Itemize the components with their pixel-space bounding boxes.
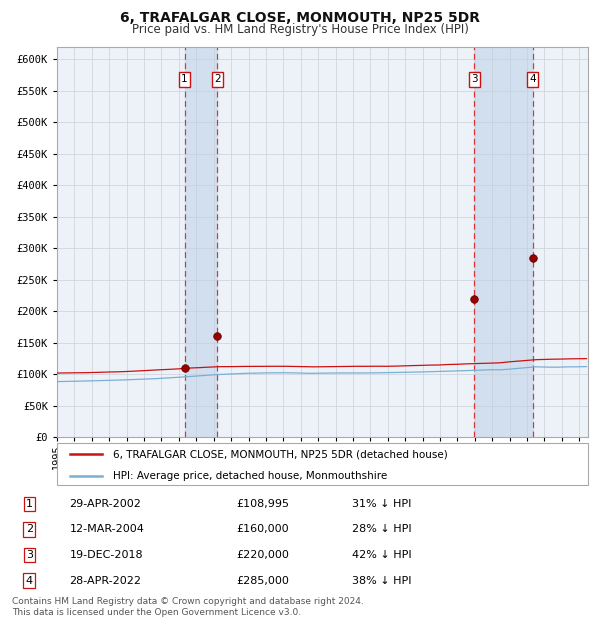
Text: 4: 4 bbox=[529, 74, 536, 84]
Text: 6, TRAFALGAR CLOSE, MONMOUTH, NP25 5DR: 6, TRAFALGAR CLOSE, MONMOUTH, NP25 5DR bbox=[120, 11, 480, 25]
Text: 2: 2 bbox=[26, 525, 33, 534]
Text: £160,000: £160,000 bbox=[236, 525, 289, 534]
Text: 42% ↓ HPI: 42% ↓ HPI bbox=[352, 550, 412, 560]
Text: HPI: Average price, detached house, Monmouthshire: HPI: Average price, detached house, Monm… bbox=[113, 471, 387, 480]
Bar bbox=[475, 46, 533, 437]
Text: 28% ↓ HPI: 28% ↓ HPI bbox=[352, 525, 412, 534]
Text: 4: 4 bbox=[26, 575, 33, 586]
Text: 19-DEC-2018: 19-DEC-2018 bbox=[70, 550, 143, 560]
Text: 3: 3 bbox=[26, 550, 33, 560]
FancyBboxPatch shape bbox=[57, 443, 588, 485]
Text: 38% ↓ HPI: 38% ↓ HPI bbox=[352, 575, 412, 586]
Text: Price paid vs. HM Land Registry's House Price Index (HPI): Price paid vs. HM Land Registry's House … bbox=[131, 23, 469, 36]
Text: £220,000: £220,000 bbox=[236, 550, 290, 560]
Text: 29-APR-2002: 29-APR-2002 bbox=[70, 499, 142, 509]
Text: 28-APR-2022: 28-APR-2022 bbox=[70, 575, 142, 586]
Text: 1: 1 bbox=[26, 499, 33, 509]
Text: 12-MAR-2004: 12-MAR-2004 bbox=[70, 525, 145, 534]
Text: Contains HM Land Registry data © Crown copyright and database right 2024.
This d: Contains HM Land Registry data © Crown c… bbox=[12, 598, 364, 617]
Text: £108,995: £108,995 bbox=[236, 499, 290, 509]
Text: 2: 2 bbox=[214, 74, 220, 84]
Bar bbox=[185, 46, 217, 437]
Text: £285,000: £285,000 bbox=[236, 575, 290, 586]
Text: 1: 1 bbox=[181, 74, 188, 84]
Text: 31% ↓ HPI: 31% ↓ HPI bbox=[352, 499, 411, 509]
Text: 6, TRAFALGAR CLOSE, MONMOUTH, NP25 5DR (detached house): 6, TRAFALGAR CLOSE, MONMOUTH, NP25 5DR (… bbox=[113, 449, 448, 459]
Text: 3: 3 bbox=[471, 74, 478, 84]
